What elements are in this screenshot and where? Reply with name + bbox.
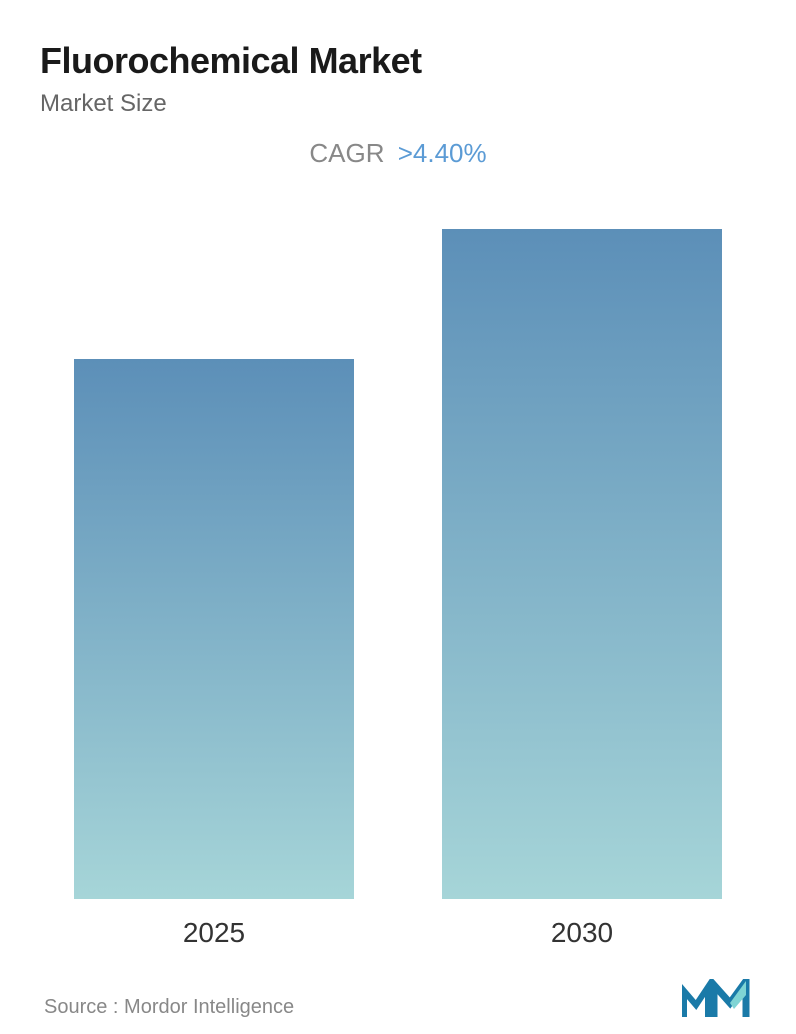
- cagr-value: >4.40%: [398, 138, 487, 168]
- cagr-label: CAGR: [309, 138, 384, 168]
- chart-container: Fluorochemical Market Market Size CAGR >…: [0, 0, 796, 1034]
- bar-2030-rect: [442, 229, 722, 899]
- logo-icon: [682, 979, 752, 1019]
- cagr-row: CAGR >4.40%: [40, 138, 756, 169]
- page-title: Fluorochemical Market: [40, 40, 756, 82]
- source-text: Source : Mordor Intelligence: [44, 996, 294, 1019]
- brand-logo: [682, 979, 752, 1019]
- bar-chart: 2025 2030: [40, 169, 756, 949]
- page-subtitle: Market Size: [40, 90, 756, 118]
- bar-2025: 2025: [74, 359, 354, 949]
- bar-2030-label: 2030: [551, 917, 613, 949]
- bar-2025-rect: [74, 359, 354, 899]
- footer: Source : Mordor Intelligence: [40, 979, 756, 1019]
- bar-2030: 2030: [442, 229, 722, 949]
- bar-2025-label: 2025: [183, 917, 245, 949]
